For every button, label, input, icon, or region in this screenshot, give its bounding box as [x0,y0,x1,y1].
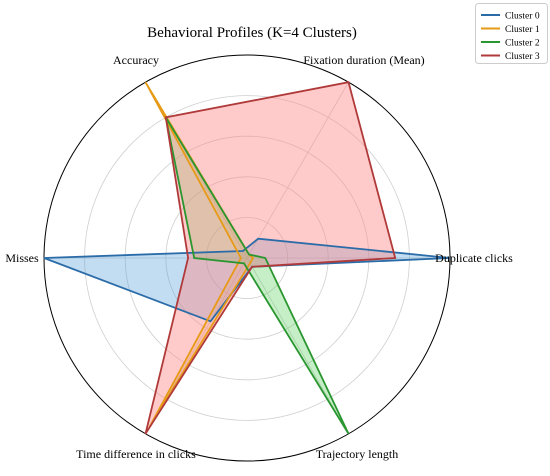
grid-spoke-2 [246,81,349,259]
axis-label-2: Fixation duration (Mean) [303,53,424,67]
axis-label-1: Duplicate clicks [435,251,513,265]
series-area-cluster-0 [44,238,450,322]
legend: Cluster 0 Cluster 1 Cluster 2 Cluster 3 [475,3,548,64]
series-line-cluster-2 [164,116,350,435]
axis-label-6: Trajectory length [316,447,399,461]
chart-title: Behavioral Profiles (K=4 Clusters) [147,25,357,41]
legend-label-cluster-1: Cluster 1 [505,25,540,35]
series-area-cluster-2 [165,117,349,434]
axis-label-5: Time difference in clicks [76,447,196,461]
legend-box [475,3,548,64]
axis-label-3: Accuracy [113,53,159,67]
legend-label-cluster-0: Cluster 0 [505,11,540,21]
legend-label-cluster-3: Cluster 3 [505,52,540,62]
series-line-cluster-3 [144,81,397,435]
axis-label-4: Misses [5,251,39,265]
series-layer [43,81,451,435]
series-area-cluster-3 [145,82,396,434]
legend-label-cluster-2: Cluster 2 [505,38,540,48]
axis-labels: Duplicate clicks Fixation duration (Mean)… [5,53,513,461]
